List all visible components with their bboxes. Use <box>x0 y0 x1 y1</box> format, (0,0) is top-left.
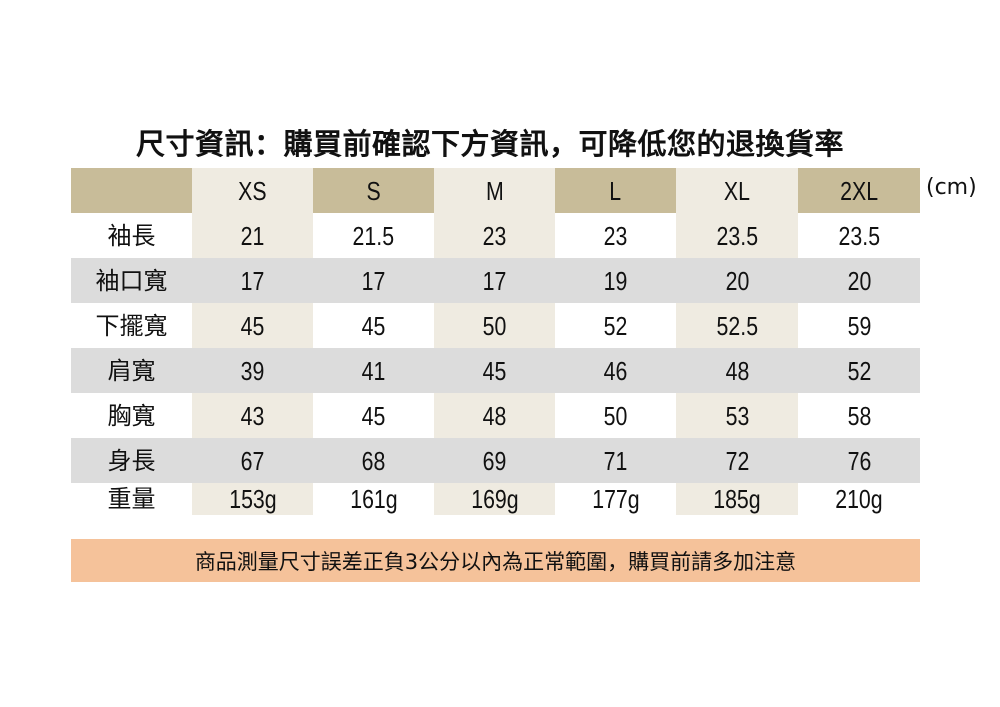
table-cell: 39 <box>192 348 313 393</box>
table-cell: 21 <box>192 213 313 258</box>
table-cell: 53 <box>676 393 798 438</box>
table-cell: 45 <box>313 393 434 438</box>
row-label: 肩寬 <box>71 348 192 393</box>
table-cell: 52 <box>798 348 920 393</box>
table-cell: 59 <box>798 303 920 348</box>
row-label: 下擺寬 <box>71 303 192 348</box>
table-cell: 58 <box>798 393 920 438</box>
table-cell: 23 <box>555 213 676 258</box>
header-size: M <box>434 168 555 213</box>
table-cell: 19 <box>555 258 676 303</box>
header-size: XL <box>676 168 798 213</box>
table-cell: 23 <box>434 213 555 258</box>
table-cell: 71 <box>555 438 676 483</box>
table-cell: 153g <box>192 483 313 515</box>
table-cell: 68 <box>313 438 434 483</box>
table-cell: 169g <box>434 483 555 515</box>
table-cell: 69 <box>434 438 555 483</box>
header-size: 2XL <box>798 168 920 213</box>
table-cell: 50 <box>434 303 555 348</box>
table-cell: 23.5 <box>798 213 920 258</box>
table-cell: 23.5 <box>676 213 798 258</box>
header-size: S <box>313 168 434 213</box>
table-cell: 45 <box>192 303 313 348</box>
table-cell: 17 <box>434 258 555 303</box>
table-cell: 41 <box>313 348 434 393</box>
table-cell: 21.5 <box>313 213 434 258</box>
table-cell: 45 <box>313 303 434 348</box>
table-cell: 20 <box>798 258 920 303</box>
row-label: 重量 <box>71 483 192 515</box>
measurement-note: 商品測量尺寸誤差正負3公分以內為正常範圍，購買前請多加注意 <box>71 539 920 582</box>
table-cell: 67 <box>192 438 313 483</box>
table-cell: 20 <box>676 258 798 303</box>
table-cell: 185g <box>676 483 798 515</box>
size-table: XS S M L XL 2XL 袖長 21 21.5 23 23 23.5 23… <box>71 168 920 515</box>
table-cell: 52.5 <box>676 303 798 348</box>
table-cell: 210g <box>798 483 920 515</box>
row-label: 袖口寬 <box>71 258 192 303</box>
table-cell: 43 <box>192 393 313 438</box>
table-cell: 76 <box>798 438 920 483</box>
row-label: 胸寬 <box>71 393 192 438</box>
table-cell: 48 <box>676 348 798 393</box>
header-size: L <box>555 168 676 213</box>
table-cell: 17 <box>192 258 313 303</box>
table-cell: 50 <box>555 393 676 438</box>
table-cell: 45 <box>434 348 555 393</box>
table-cell: 46 <box>555 348 676 393</box>
table-cell: 52 <box>555 303 676 348</box>
table-cell: 48 <box>434 393 555 438</box>
header-size: XS <box>192 168 313 213</box>
table-cell: 177g <box>555 483 676 515</box>
table-cell: 72 <box>676 438 798 483</box>
header-corner <box>71 168 192 213</box>
row-label: 袖長 <box>71 213 192 258</box>
row-label: 身長 <box>71 438 192 483</box>
table-cell: 17 <box>313 258 434 303</box>
page-title: 尺寸資訊：購買前確認下方資訊，可降低您的退換貨率 <box>136 127 845 161</box>
unit-label: (cm) <box>926 175 977 200</box>
table-cell: 161g <box>313 483 434 515</box>
